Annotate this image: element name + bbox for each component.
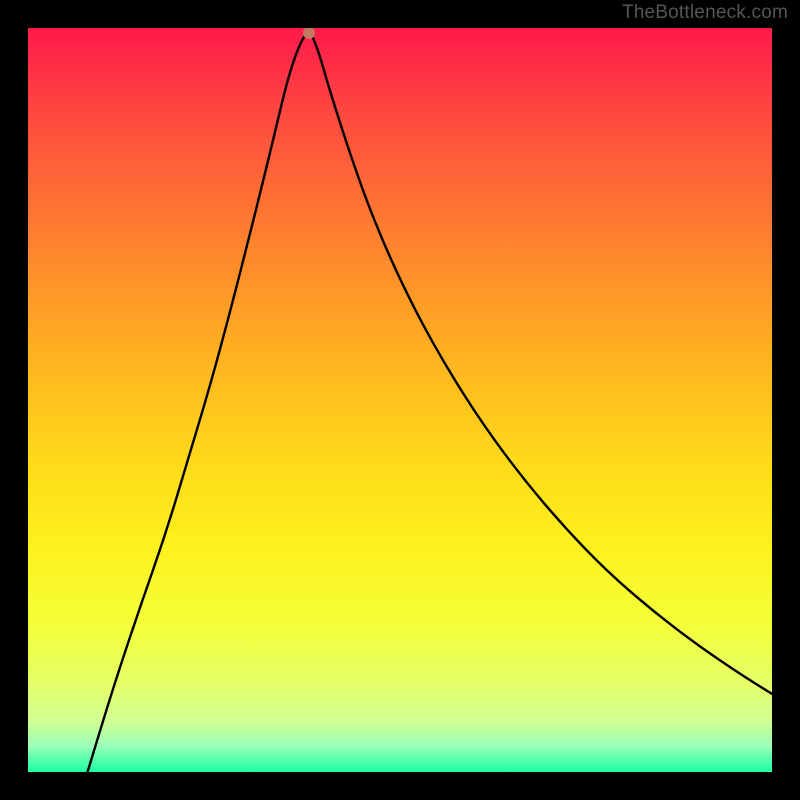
- bottleneck-curve: [28, 28, 772, 772]
- chart-outer-frame: TheBottleneck.com: [0, 0, 800, 800]
- watermark-text: TheBottleneck.com: [622, 2, 788, 24]
- plot-area: [28, 28, 772, 772]
